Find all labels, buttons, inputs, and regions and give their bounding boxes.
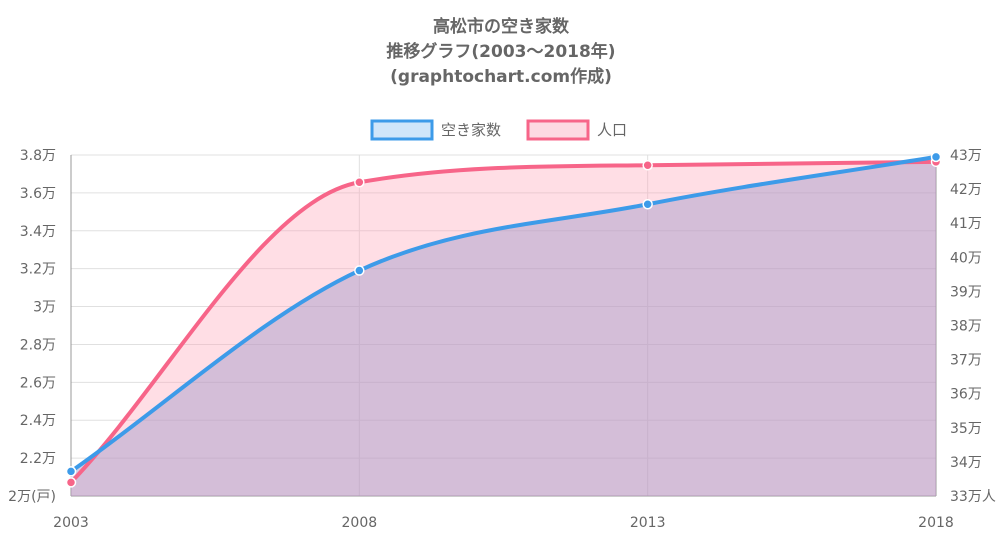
series-line-population [69,159,938,485]
y-left-tick-label: 2.8万 [20,337,56,353]
series-line-vacant-houses [69,154,938,474]
data-point-population-2003[interactable] [65,477,77,488]
y-left-tick-label: 3.6万 [20,186,56,202]
y-left-tick-label: 2.4万 [20,413,56,429]
data-point-vacant-houses-2003[interactable] [65,466,77,477]
chart-title-line-1: 高松市の空き家数 [433,16,570,37]
data-point-vacant-houses-2018[interactable] [930,151,942,163]
data-point-population-2008[interactable] [354,177,365,188]
y-left-tick-label: 2.2万 [20,451,56,467]
x-tick-label: 2013 [630,515,666,531]
legend-item-vacant-houses[interactable]: 空き家数 [370,119,501,141]
y-right-tick-label: 39万 [950,284,982,300]
chart-title: 高松市の空き家数 推移グラフ(2003～2018年) (graphtochart… [386,16,615,87]
y-right-tick-label: 35万 [950,421,982,437]
y-right-tick-label: 33万人 [950,489,996,505]
y-right-tick-label: 42万 [950,182,982,198]
chart-title-line-3: (graphtochart.com作成) [390,66,612,87]
y-left-tick-label: 3.4万 [20,224,56,240]
x-axis: 2003 2008 2013 2018 [53,515,954,531]
data-point-vacant-houses-2013[interactable] [642,199,653,210]
legend-swatch-vacant-houses [370,119,434,141]
y-right-tick-label: 34万 [950,455,982,471]
legend-label-vacant-houses: 空き家数 [441,121,501,139]
series-lines [69,154,938,485]
y-right-tick-label: 36万 [950,387,982,403]
y-right-tick-label: 38万 [950,319,982,335]
y-left-tick-label: 2.6万 [20,375,56,391]
y-left-tick-label: 3.2万 [20,262,56,278]
y-right-tick-label: 41万 [950,216,982,232]
x-tick-label: 2018 [918,515,954,531]
x-tick-label: 2008 [342,515,378,531]
y-left-tick-label: 3万 [33,300,56,316]
legend-item-population[interactable]: 人口 [526,119,627,141]
y-right-tick-label: 40万 [950,250,982,266]
series-area-population [71,161,936,496]
y-right-tick-label: 43万 [950,148,982,164]
y-axis-left: 2万(戸) 2.2万 2.4万 2.6万 2.8万 3万 3.2万 3.4万 3.6万 3.8万 [8,148,56,505]
x-tick-label: 2003 [53,515,89,531]
y-axis-right: 33万人 34万 35万 36万 37万 38万 39万 40万 41万 42万 43万 [950,148,996,505]
series-points [65,151,942,488]
legend-label-population: 人口 [597,121,627,139]
y-right-tick-label: 37万 [950,353,982,369]
series-area-vacant-houses [71,156,936,496]
y-left-tick-label: 2万(戸) [8,489,56,505]
chart-title-line-2: 推移グラフ(2003～2018年) [386,41,615,62]
legend: 空き家数 人口 [370,119,627,141]
legend-swatch-population [526,119,590,141]
y-left-tick-label: 3.8万 [20,148,56,164]
series-areas [71,156,936,496]
data-point-population-2013[interactable] [642,159,653,171]
grid [70,154,937,497]
data-point-vacant-houses-2008[interactable] [354,265,365,276]
